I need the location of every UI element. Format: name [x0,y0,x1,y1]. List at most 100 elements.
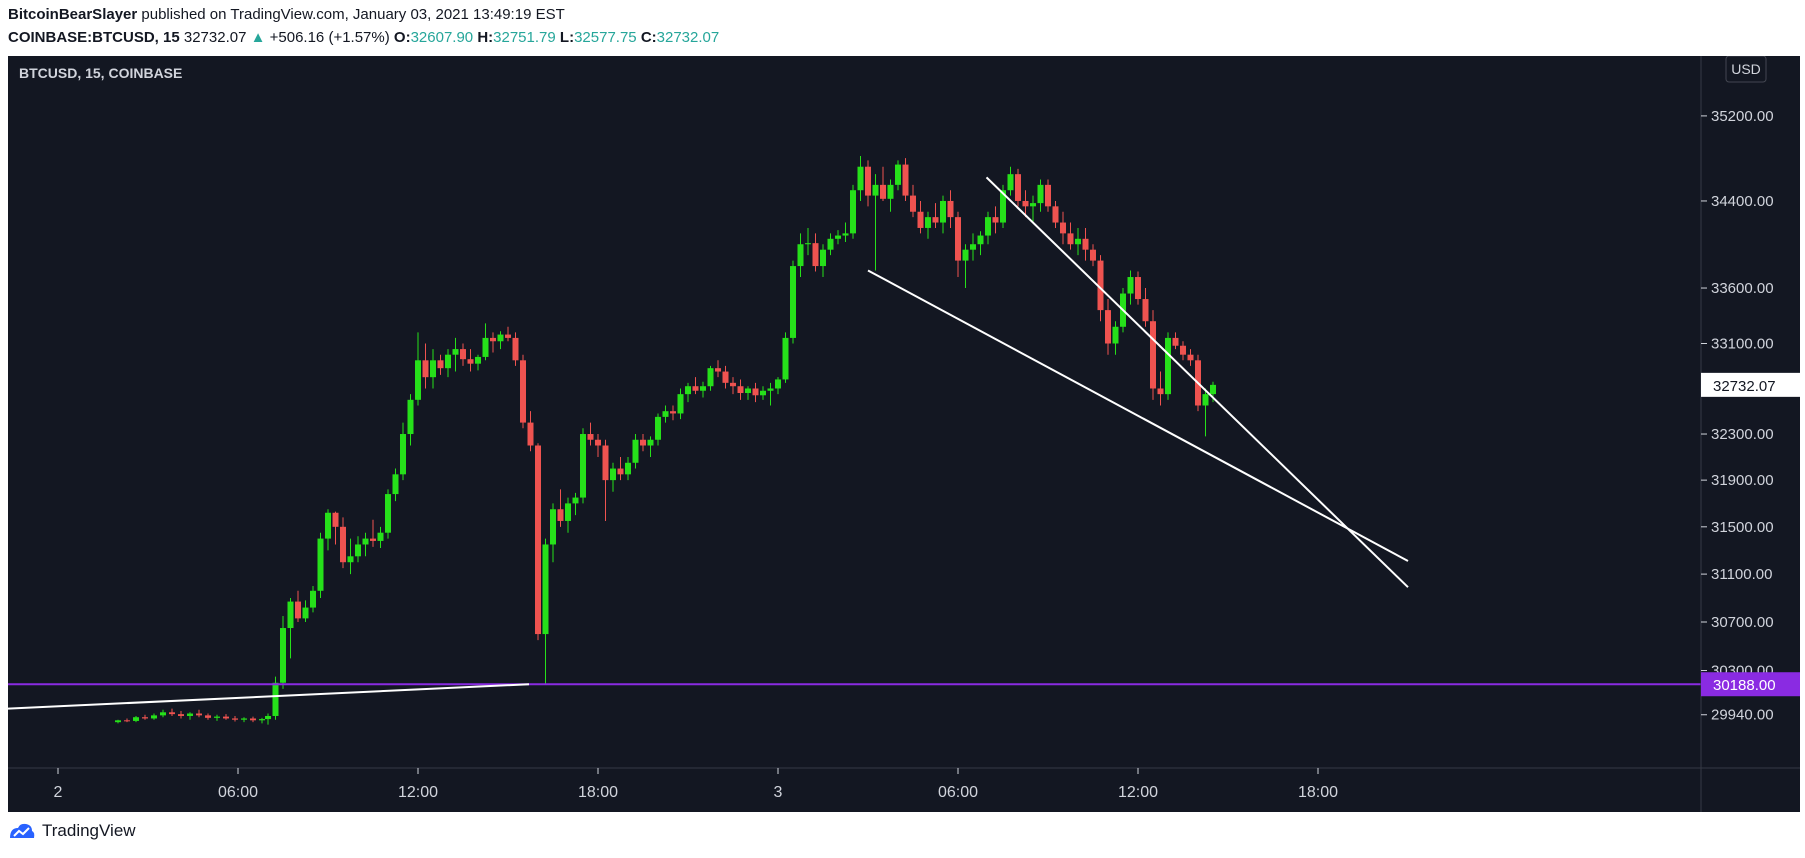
candle[interactable] [970,233,976,261]
candle[interactable] [655,413,661,446]
candle-body[interactable] [527,422,534,446]
currency-button-label[interactable]: USD [1731,61,1761,77]
candle-body[interactable] [187,713,193,716]
candle-body[interactable] [205,715,211,718]
candle[interactable] [565,497,571,533]
candle-body[interactable] [310,590,316,608]
candle-body[interactable] [970,244,976,250]
candle[interactable] [520,354,526,429]
candle[interactable] [580,428,586,504]
candle-body[interactable] [241,718,247,720]
candle[interactable] [797,233,804,278]
candle-body[interactable] [1135,277,1141,300]
candle[interactable] [640,434,646,452]
last-price-marker[interactable]: 32732.07 [1701,372,1800,397]
candle[interactable] [932,203,939,228]
candle[interactable] [1037,179,1044,212]
candle[interactable] [325,509,331,551]
candle[interactable] [302,600,309,622]
candle[interactable] [610,462,616,492]
candle[interactable] [632,434,639,469]
currency-button[interactable]: USD [1725,55,1767,83]
candle-body[interactable] [557,509,564,521]
candle-body[interactable] [917,211,924,228]
candle[interactable] [760,386,766,400]
candle[interactable] [214,714,220,721]
candle-body[interactable] [1165,337,1171,395]
candle[interactable] [700,381,706,398]
candle-body[interactable] [775,379,781,389]
candle-body[interactable] [835,235,841,239]
candle[interactable] [842,222,849,243]
candle-body[interactable] [1067,233,1074,245]
candle-body[interactable] [272,682,279,716]
candle[interactable] [955,211,961,278]
candle[interactable] [917,200,924,234]
candle-body[interactable] [400,434,406,475]
candle-body[interactable] [857,166,864,191]
candle-body[interactable] [355,544,361,557]
candle[interactable] [752,382,759,403]
candle[interactable] [1202,388,1209,437]
candle[interactable] [223,714,229,720]
candle-body[interactable] [160,712,166,716]
candle[interactable] [295,590,301,622]
candle-body[interactable] [332,512,339,527]
footer-brand[interactable]: TradingView [8,821,136,841]
candle[interactable] [272,676,279,720]
candle-body[interactable] [232,718,238,720]
candle[interactable] [887,179,894,212]
candle[interactable] [527,411,534,452]
candle-body[interactable] [925,217,931,228]
candle[interactable] [133,715,139,723]
candle-body[interactable] [1000,190,1006,223]
candle[interactable] [535,443,541,641]
candle-body[interactable] [842,233,849,236]
candle-body[interactable] [142,717,148,719]
candle[interactable] [902,158,909,201]
candle[interactable] [422,343,429,389]
candle[interactable] [467,349,474,372]
candle-body[interactable] [677,394,684,414]
candle[interactable] [445,349,451,378]
candle[interactable] [178,711,184,719]
candle[interactable] [392,468,399,502]
candle-body[interactable] [1097,260,1104,311]
candle[interactable] [452,337,459,372]
candle-body[interactable] [947,200,954,218]
candle-body[interactable] [1075,238,1081,245]
candle-body[interactable] [797,244,804,267]
candle[interactable] [992,206,999,234]
candle[interactable] [310,586,316,613]
candle-body[interactable] [820,249,826,267]
candle[interactable] [827,233,834,256]
candle-body[interactable] [1082,238,1089,250]
candle-body[interactable] [1015,174,1021,201]
candle[interactable] [437,354,444,375]
candle[interactable] [1127,270,1134,305]
candle[interactable] [985,211,991,245]
candle-body[interactable] [887,184,894,199]
candle[interactable] [385,489,391,539]
candle-body[interactable] [767,388,774,391]
time-axis[interactable]: 2 06:00 12:00 18:00 3 06:00 12:00 18:00 [54,768,1339,801]
candle[interactable] [595,434,601,458]
candle-body[interactable] [520,360,526,423]
candle-body[interactable] [415,360,421,400]
candle[interactable] [142,714,148,720]
candle-body[interactable] [259,719,265,721]
candle-body[interactable] [1090,249,1096,261]
candle[interactable] [1075,227,1081,256]
candle-body[interactable] [1007,174,1014,191]
candle-body[interactable] [250,718,256,721]
candle-body[interactable] [805,243,811,245]
candle[interactable] [880,166,886,201]
candle-body[interactable] [715,368,721,372]
candle-body[interactable] [542,544,549,635]
candle[interactable] [1187,349,1194,366]
candle-body[interactable] [169,712,175,715]
candle[interactable] [196,709,202,718]
candle[interactable] [550,503,556,563]
candle[interactable] [722,365,729,389]
candle-body[interactable] [565,503,571,521]
